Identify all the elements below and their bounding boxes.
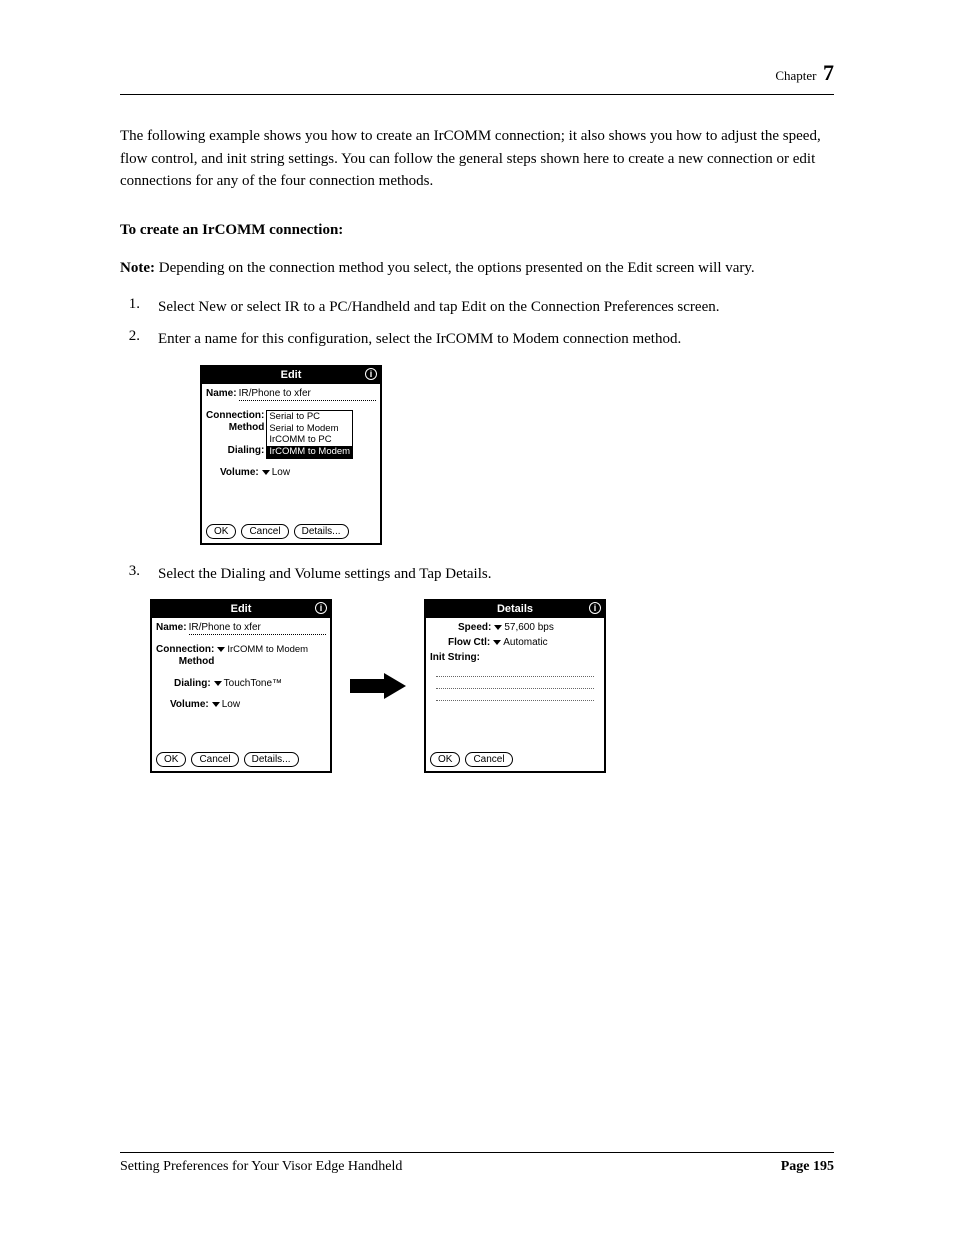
- name-label: Name:: [206, 388, 237, 400]
- chevron-down-icon: [212, 702, 220, 707]
- page-footer: Setting Preferences for Your Visor Edge …: [120, 1159, 834, 1175]
- palm-dialog-edit-filled: Edit i Name: IR/Phone to xfer Connection…: [150, 599, 332, 773]
- connection-method-dropdown[interactable]: Serial to PC Serial to Modem IrCOMM to P…: [266, 410, 353, 460]
- bottom-rule: [120, 1152, 834, 1153]
- chevron-down-icon: [217, 647, 225, 652]
- footer-page: Page 195: [781, 1159, 834, 1175]
- flow-dropdown[interactable]: Automatic: [492, 637, 547, 649]
- ok-button[interactable]: OK: [206, 524, 236, 539]
- dialog-title: Details: [497, 603, 533, 615]
- dialog-title-bar: Edit i: [152, 601, 330, 618]
- ok-button[interactable]: OK: [430, 752, 460, 767]
- step-1: 1. Select New or select IR to a PC/Handh…: [120, 296, 834, 319]
- chevron-down-icon: [214, 681, 222, 686]
- dialing-dropdown[interactable]: TouchTone™: [213, 678, 282, 690]
- volume-dropdown[interactable]: Low: [261, 467, 290, 479]
- details-button[interactable]: Details...: [294, 524, 349, 539]
- speed-label: Speed:: [458, 622, 491, 634]
- dialing-label: Dialing:: [206, 445, 264, 457]
- arrow-right-icon: [350, 674, 406, 698]
- name-label: Name:: [156, 622, 187, 634]
- dropdown-option[interactable]: Serial to PC: [267, 411, 352, 423]
- palm-dialog-details: Details i Speed: 57,600 bps Flow Ctl: Au…: [424, 599, 606, 773]
- chevron-down-icon: [262, 470, 270, 475]
- chapter-label: Chapter: [775, 68, 816, 83]
- step-2: 2. Enter a name for this configuration, …: [120, 328, 834, 351]
- connection-method-dropdown[interactable]: IrCOMM to Modem: [216, 644, 308, 656]
- dropdown-option[interactable]: IrCOMM to PC: [267, 434, 352, 446]
- ok-button[interactable]: OK: [156, 752, 186, 767]
- cancel-button[interactable]: Cancel: [191, 752, 238, 767]
- intro-paragraph: The following example shows you how to c…: [120, 125, 834, 193]
- init-string-line[interactable]: [436, 679, 594, 689]
- dropdown-option[interactable]: Serial to Modem: [267, 423, 352, 435]
- chevron-down-icon: [493, 640, 501, 645]
- chapter-header: Chapter 7: [120, 60, 834, 86]
- step-text: Select New or select IR to a PC/Handheld…: [158, 296, 720, 319]
- chevron-down-icon: [494, 625, 502, 630]
- footer-title: Setting Preferences for Your Visor Edge …: [120, 1159, 402, 1175]
- dialog-title-bar: Details i: [426, 601, 604, 618]
- method-label: Method: [156, 656, 214, 668]
- volume-label: Volume:: [170, 699, 209, 711]
- connection-label: Connection:: [156, 644, 214, 656]
- init-string-line[interactable]: [436, 667, 594, 677]
- step-text: Enter a name for this configuration, sel…: [158, 328, 681, 351]
- speed-dropdown[interactable]: 57,600 bps: [493, 622, 554, 634]
- note-paragraph: Note: Depending on the connection method…: [120, 257, 834, 280]
- step-text: Select the Dialing and Volume settings a…: [158, 563, 491, 586]
- volume-label: Volume:: [220, 467, 259, 479]
- connection-label: Connection:: [206, 410, 264, 422]
- step-3: 3. Select the Dialing and Volume setting…: [120, 563, 834, 586]
- top-rule: [120, 94, 834, 95]
- method-label: Method: [206, 422, 264, 434]
- volume-dropdown[interactable]: Low: [211, 699, 240, 711]
- info-icon[interactable]: i: [365, 368, 377, 380]
- dialog-title: Edit: [231, 603, 252, 615]
- flow-label: Flow Ctl:: [448, 637, 490, 649]
- dialog-title-bar: Edit i: [202, 367, 380, 384]
- dialog-title: Edit: [281, 369, 302, 381]
- init-string-label: Init String:: [430, 652, 480, 664]
- note-text: Depending on the connection method you s…: [159, 260, 755, 276]
- step-number: 1.: [120, 296, 140, 319]
- section-heading: To create an IrCOMM connection:: [120, 219, 834, 242]
- name-field[interactable]: IR/Phone to xfer: [239, 388, 376, 401]
- info-icon[interactable]: i: [589, 602, 601, 614]
- figure-edit-dropdown: Edit i Name: IR/Phone to xfer Connection…: [200, 365, 834, 545]
- init-string-line[interactable]: [436, 691, 594, 701]
- dialing-label: Dialing:: [174, 678, 211, 690]
- note-label: Note:: [120, 260, 155, 276]
- palm-dialog-edit: Edit i Name: IR/Phone to xfer Connection…: [200, 365, 382, 545]
- dropdown-option-selected[interactable]: IrCOMM to Modem: [267, 446, 352, 458]
- cancel-button[interactable]: Cancel: [465, 752, 512, 767]
- info-icon[interactable]: i: [315, 602, 327, 614]
- details-button[interactable]: Details...: [244, 752, 299, 767]
- step-number: 3.: [120, 563, 140, 586]
- cancel-button[interactable]: Cancel: [241, 524, 288, 539]
- name-field[interactable]: IR/Phone to xfer: [189, 622, 326, 635]
- chapter-number: 7: [823, 60, 834, 85]
- step-number: 2.: [120, 328, 140, 351]
- figure-edit-to-details: Edit i Name: IR/Phone to xfer Connection…: [150, 599, 834, 773]
